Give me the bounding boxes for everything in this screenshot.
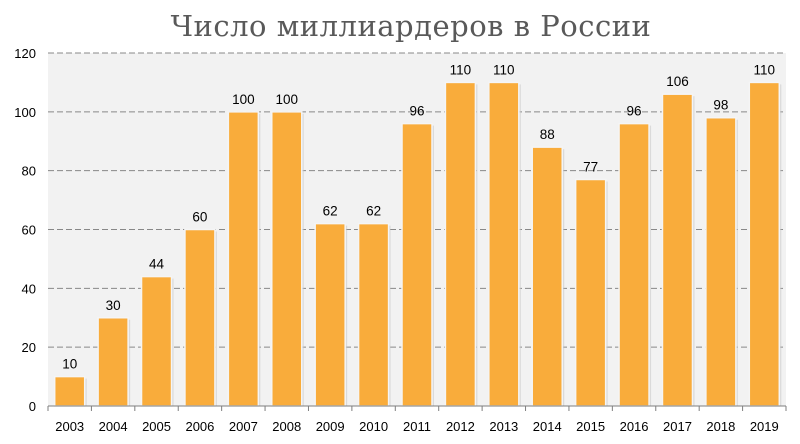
x-tick-label: 2017 [663,419,692,434]
bar [271,111,303,407]
y-tick-label: 120 [14,46,36,61]
data-label: 110 [493,62,515,77]
bar [618,122,650,407]
x-tick-label: 2014 [533,419,562,434]
x-tick-label: 2007 [229,419,258,434]
data-label: 98 [713,98,728,113]
bar [401,122,433,407]
bar [53,375,86,407]
x-tick-label: 2004 [99,419,128,434]
y-tick-label: 80 [22,164,36,179]
axes: 0 20 40 60 80 100 120 2003 2004 2005 2006 2007 2008 2… [14,46,787,434]
data-label: 62 [366,204,381,219]
y-tick-label: 40 [22,281,36,296]
data-label: 100 [275,92,298,107]
y-tick-label: 0 [29,399,36,414]
y-tick-label: 100 [14,105,36,120]
bars: 10 30 44 60 100 100 62 62 96 110 110 88 77 96 106 98 110 [53,62,782,407]
x-tick-label: 2019 [750,419,779,434]
bar [227,111,260,407]
bar [314,222,346,407]
x-tick-label: 2008 [272,419,301,434]
bar [184,228,216,407]
data-label: 106 [666,74,689,89]
y-tick-label: 20 [22,340,36,355]
bar [488,81,520,407]
bar [97,317,129,407]
bar [357,222,390,407]
x-tick-label: 2005 [142,419,171,434]
data-label: 88 [540,127,555,142]
data-label: 96 [627,104,642,119]
data-label: 60 [192,210,207,225]
data-label: 96 [409,104,424,119]
x-tick-label: 2011 [403,419,431,434]
x-tick-label: 2018 [706,419,735,434]
data-label: 110 [450,62,472,77]
data-label: 77 [583,159,598,174]
x-tick-label: 2006 [185,419,214,434]
data-label: 110 [754,62,776,77]
bar [661,93,694,407]
data-label: 44 [149,257,165,272]
data-label: 30 [106,298,121,313]
bar [748,81,781,407]
x-tick-label: 2010 [359,419,388,434]
y-tick-label: 60 [22,223,36,238]
data-label: 62 [323,204,338,219]
x-tick-label: 2016 [620,419,649,434]
chart-title: Число миллиардеров в России [171,9,652,43]
x-tick-label: 2003 [55,419,84,434]
bar [705,116,737,407]
data-label: 100 [232,92,255,107]
bar [531,146,563,407]
x-tick-label: 2012 [446,419,475,434]
bar [444,81,477,407]
x-tick-label: 2009 [316,419,345,434]
x-tick-label: 2015 [576,419,605,434]
bar [140,275,173,407]
data-label: 10 [62,357,77,372]
x-tick-label: 2013 [489,419,518,434]
bar [574,178,607,407]
